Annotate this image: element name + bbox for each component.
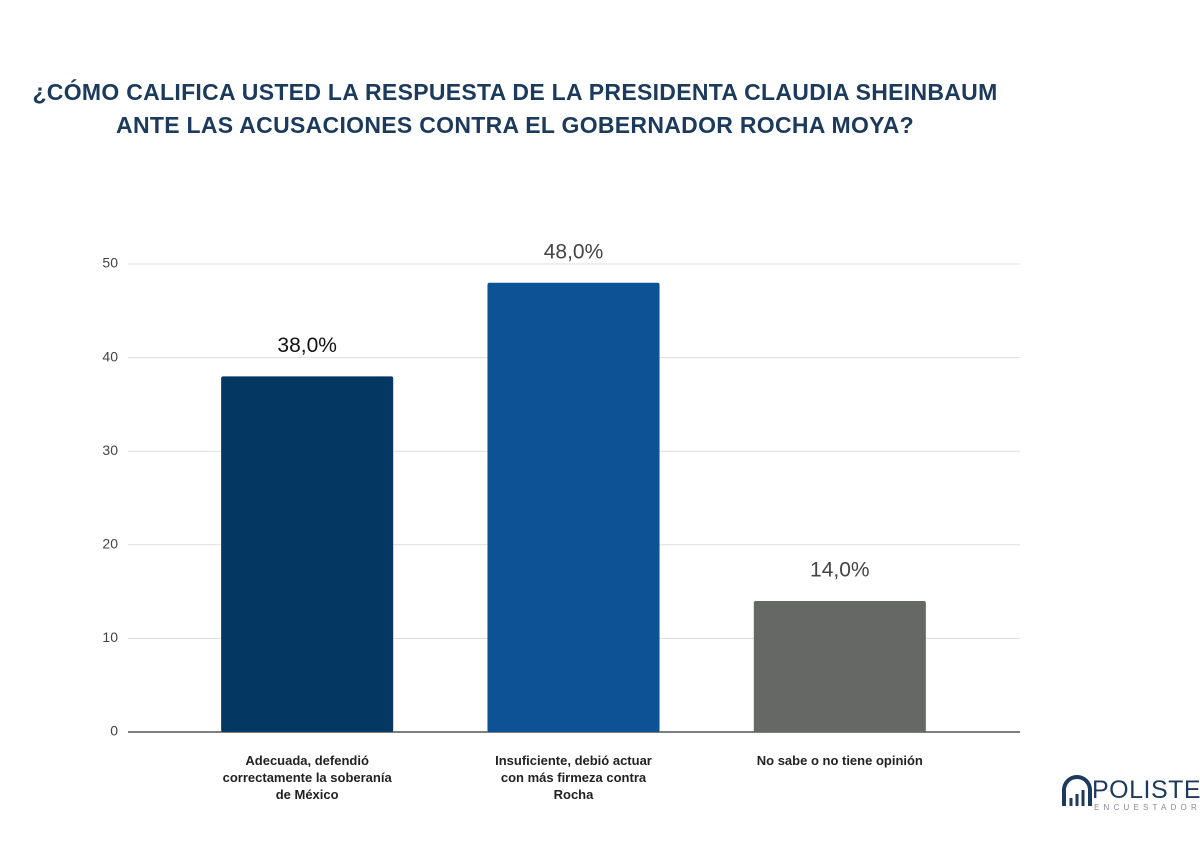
y-tick-label: 30 bbox=[102, 442, 118, 458]
chart-title: ¿CÓMO CALIFICA USTED LA RESPUESTA DE LA … bbox=[32, 79, 998, 138]
logo-icon bbox=[1062, 775, 1092, 806]
y-tick-label: 10 bbox=[102, 629, 118, 645]
bar bbox=[487, 282, 660, 732]
bar bbox=[753, 600, 926, 732]
value-label: 48,0% bbox=[544, 240, 604, 263]
y-tick-label: 0 bbox=[110, 723, 118, 739]
y-tick-label: 50 bbox=[102, 255, 118, 271]
x-tick-label: Adecuada, defendió correctamente la sobe… bbox=[222, 753, 392, 802]
value-label: 38,0% bbox=[277, 334, 337, 357]
logo-name: POLISTER bbox=[1092, 776, 1200, 804]
y-tick-label: 40 bbox=[102, 348, 118, 364]
x-tick-label: Insuficiente, debió actuar con más firme… bbox=[495, 753, 652, 802]
bar bbox=[221, 376, 394, 732]
y-tick-label: 20 bbox=[102, 536, 118, 552]
x-tick-label: No sabe o no tiene opinión bbox=[756, 753, 923, 768]
value-label: 14,0% bbox=[810, 559, 870, 582]
logo-tagline: ENCUESTADORA bbox=[1094, 803, 1200, 812]
